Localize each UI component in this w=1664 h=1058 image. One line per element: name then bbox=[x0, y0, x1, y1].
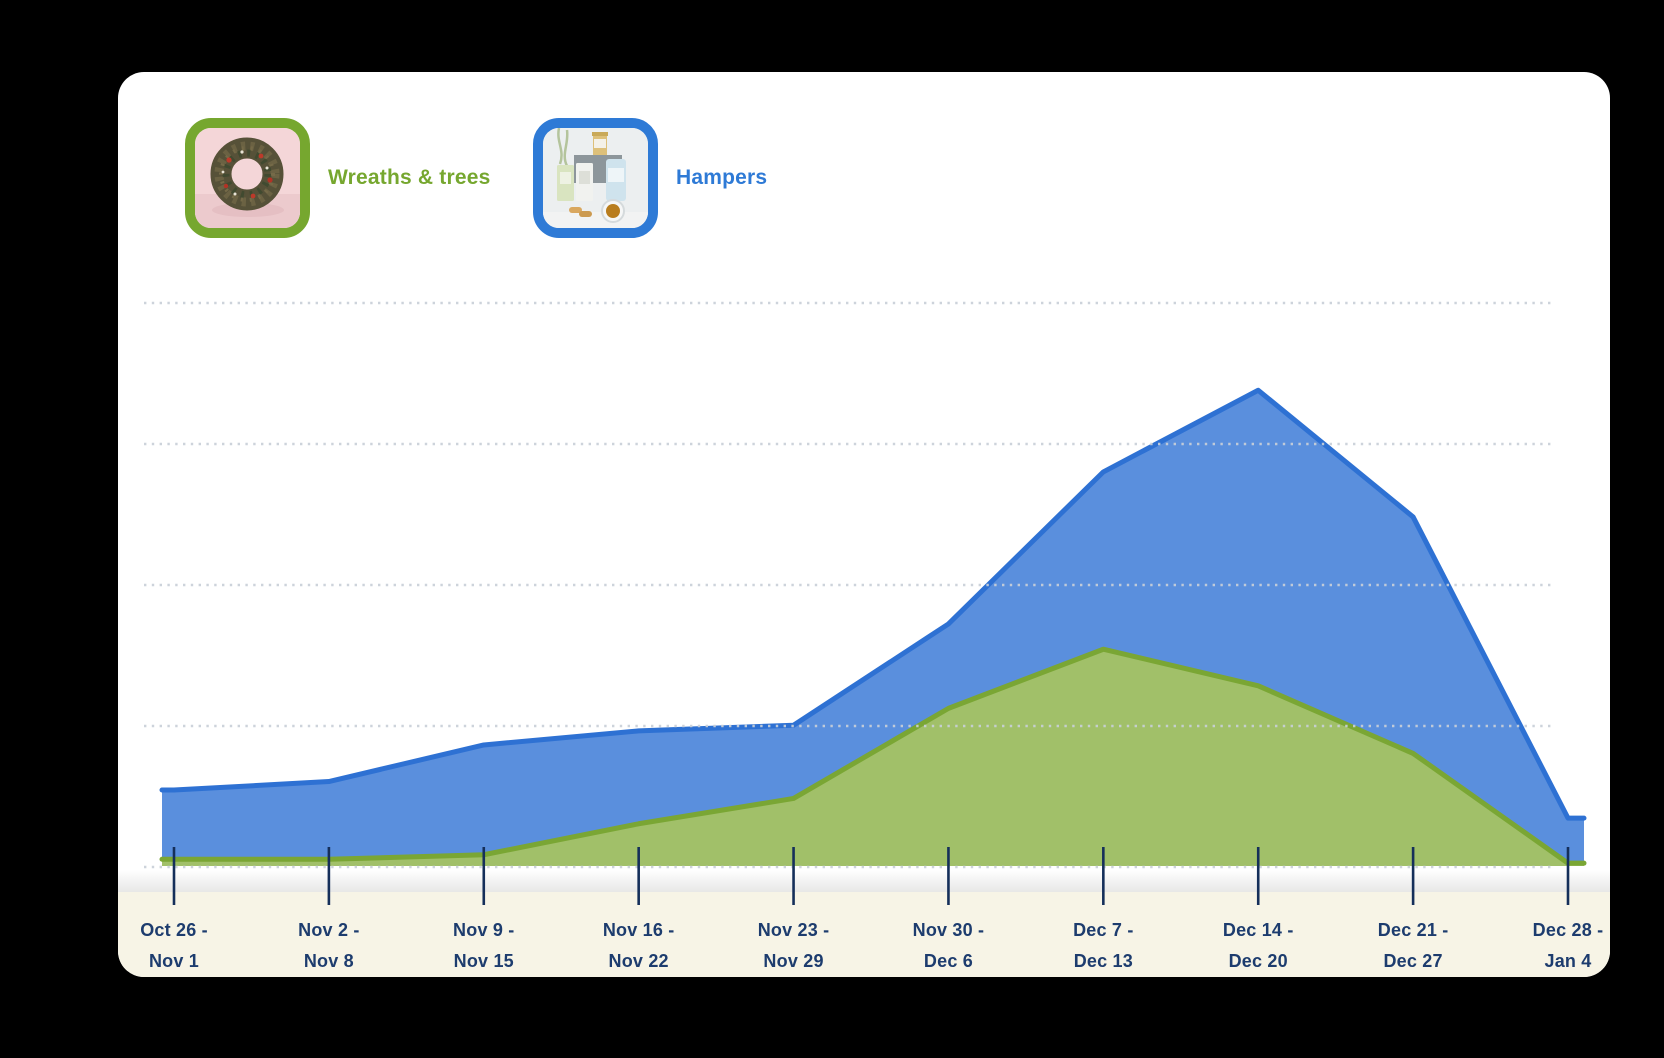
area-chart-plot bbox=[144, 301, 1587, 905]
line-hampers bbox=[159, 387, 1587, 821]
line-wreaths-trees bbox=[159, 646, 1587, 866]
x-axis-label: Dec 21 - Dec 27 bbox=[1377, 920, 1449, 971]
x-axis-label: Nov 2 - Nov 8 bbox=[298, 920, 360, 971]
x-axis-label: Nov 9 - Nov 15 bbox=[453, 920, 515, 971]
hamper-illustration bbox=[543, 128, 648, 228]
legend-item-hampers: Hampers bbox=[533, 118, 767, 238]
wreath-photo-thumbnail bbox=[185, 118, 310, 238]
x-axis-label: Nov 16 - Nov 22 bbox=[602, 920, 675, 971]
area-wreaths-trees bbox=[162, 649, 1584, 866]
x-axis-band bbox=[118, 892, 1610, 977]
x-axis-label: Dec 7 - Dec 13 bbox=[1073, 920, 1134, 971]
x-axis-label: Dec 28 - Jan 4 bbox=[1532, 920, 1604, 971]
hamper-photo-thumbnail bbox=[533, 118, 658, 238]
legend-label-wreaths-trees: Wreaths & trees bbox=[328, 166, 491, 189]
chart-card: Wreaths & trees bbox=[118, 72, 1610, 977]
wreath-illustration bbox=[195, 128, 300, 228]
x-axis-label: Oct 26 - Nov 1 bbox=[140, 920, 208, 971]
axis-band-shadow bbox=[118, 867, 1610, 892]
x-axis-label: Dec 14 - Dec 20 bbox=[1222, 920, 1294, 971]
legend-label-hampers: Hampers bbox=[676, 166, 768, 189]
x-axis-label: Nov 30 - Dec 6 bbox=[912, 920, 985, 971]
legend-item-wreaths-trees: Wreaths & trees bbox=[185, 118, 491, 238]
x-axis-label: Nov 23 - Nov 29 bbox=[757, 920, 830, 971]
